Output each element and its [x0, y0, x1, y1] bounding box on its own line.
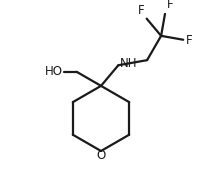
Text: O: O — [96, 149, 106, 162]
Text: HO: HO — [45, 65, 63, 78]
Text: NH: NH — [119, 57, 137, 70]
Text: F: F — [167, 0, 174, 11]
Text: F: F — [185, 34, 192, 47]
Text: F: F — [138, 4, 145, 17]
